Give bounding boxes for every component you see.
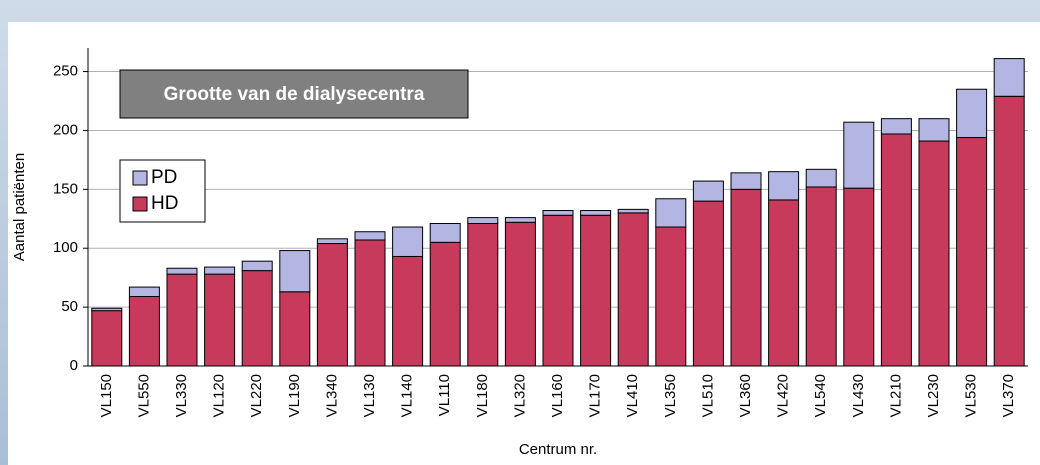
bar-segment [392, 255, 424, 367]
bar-segment [843, 121, 875, 189]
bar-segment [128, 286, 160, 298]
bar-segment [467, 222, 499, 367]
bar-segment [692, 200, 724, 367]
bar-segment [880, 118, 912, 135]
bar-segment [956, 88, 988, 139]
x-axis-label: Centrum nr. [519, 441, 597, 458]
bar-segment [91, 310, 123, 367]
bar-segment [467, 217, 499, 224]
legend-label: HD [151, 193, 178, 214]
x-tick-label: VL150 [98, 374, 115, 417]
bar-segment [166, 267, 198, 275]
x-tick-label: VL370 [1000, 374, 1017, 417]
bar-segment [617, 212, 649, 367]
bar-segment [580, 214, 612, 367]
bar-segment [805, 168, 837, 188]
bar-segment [204, 266, 236, 275]
x-tick-label: VL110 [436, 374, 453, 416]
x-tick-label: VL350 [662, 374, 679, 417]
x-tick-label: VL330 [173, 374, 190, 417]
x-tick-label: VL550 [135, 374, 152, 417]
legend-swatch [132, 196, 148, 212]
y-tick-label: 100 [53, 239, 78, 256]
x-tick-label: VL340 [323, 374, 340, 417]
bar-segment [241, 270, 273, 367]
bar-segment [768, 199, 800, 367]
x-tick-label: VL230 [925, 374, 942, 417]
x-tick-label: VL510 [699, 374, 716, 417]
bar-segment [692, 180, 724, 202]
bar-segment [580, 210, 612, 216]
x-tick-label: VL360 [737, 374, 754, 417]
bar-segment [918, 140, 950, 367]
bar-segment [542, 210, 574, 216]
bar-segment [768, 171, 800, 201]
bar-segment [617, 208, 649, 214]
bar-segment [279, 291, 311, 367]
legend-box [119, 159, 206, 223]
plot: 0 50 100 150 200 250 VL150 VL550 VL330 VL120 VL220… [53, 48, 1028, 417]
y-tick-label: 150 [53, 180, 78, 197]
x-tick-label: VL420 [775, 374, 792, 417]
bar-segment [843, 187, 875, 367]
y-axis-label: Aantal patiënten [11, 153, 28, 261]
x-tick-label: VL160 [549, 374, 566, 417]
y-tick-label: 0 [70, 357, 78, 374]
bar-segment [655, 226, 687, 367]
bar-segment [504, 217, 536, 223]
legend-label: PD [151, 167, 177, 188]
bar-segment [392, 226, 424, 257]
x-tick-label: VL210 [887, 374, 904, 417]
bar-segment [429, 241, 461, 367]
bar-segment [128, 296, 160, 367]
bar-segment [956, 137, 988, 367]
bar-segment [241, 260, 273, 272]
bar-segment [166, 273, 198, 367]
bar-segment [655, 198, 687, 228]
title-box [119, 69, 469, 119]
bar-segment [993, 95, 1025, 367]
y-tick-label: 250 [53, 63, 78, 80]
x-tick-label: VL410 [624, 374, 641, 417]
x-tick-label: VL170 [587, 374, 604, 417]
bar-segment [316, 243, 348, 367]
bar-segment [279, 250, 311, 293]
x-tick-label: VL190 [286, 374, 303, 417]
x-tick-label: VL180 [474, 374, 491, 417]
bar-segment [880, 133, 912, 367]
bar-segment [354, 239, 386, 367]
bar-segment [91, 307, 123, 312]
bar-segment [993, 58, 1025, 97]
bar-segment [504, 221, 536, 367]
x-tick-label: VL220 [248, 374, 265, 417]
bar-segment [918, 118, 950, 142]
bar-segment [730, 188, 762, 367]
bar-segment [542, 214, 574, 367]
x-tick-label: VL140 [399, 374, 416, 417]
bar-segment [429, 222, 461, 243]
x-tick-label: VL540 [812, 374, 829, 417]
bar-segment [354, 231, 386, 241]
bar-segment [204, 273, 236, 367]
x-tick-label: VL120 [211, 374, 228, 417]
x-tick-label: VL430 [850, 374, 867, 417]
y-tick-label: 50 [61, 298, 78, 315]
x-tick-label: VL530 [963, 374, 980, 417]
bar-segment [316, 238, 348, 245]
bar-segment [805, 186, 837, 367]
y-tick-label: 200 [53, 121, 78, 138]
x-tick-label: VL130 [361, 374, 378, 417]
legend-swatch [132, 170, 148, 186]
x-tick-label: VL320 [511, 374, 528, 417]
chart-title: Grootte van de dialysecentra [164, 84, 425, 105]
bar-segment [730, 172, 762, 190]
